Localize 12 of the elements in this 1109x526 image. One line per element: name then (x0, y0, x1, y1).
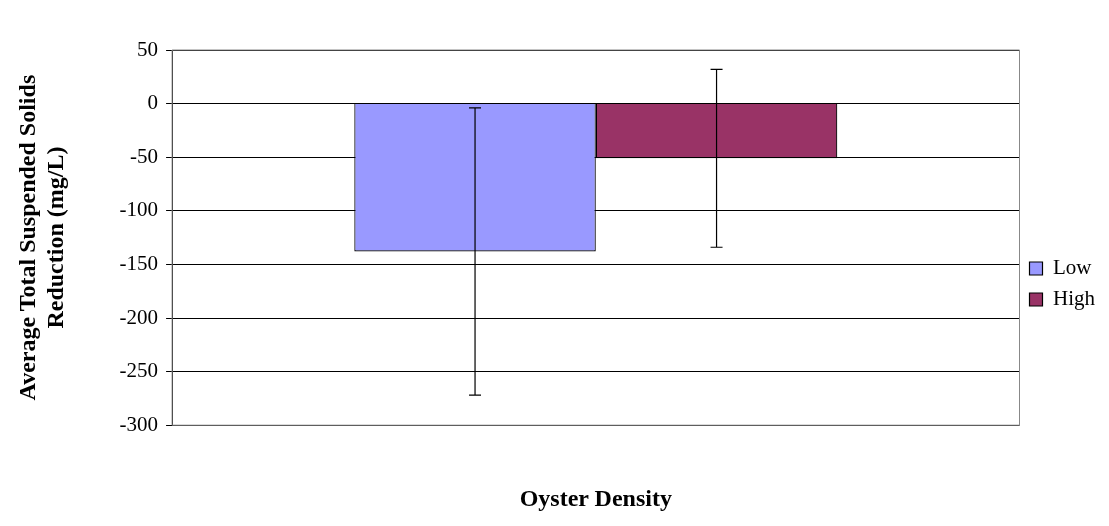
x-axis-title: Oyster Density (519, 484, 672, 511)
y-tick-label: -150 (119, 250, 159, 275)
y-axis-title: Average Total Suspended Solids Reduction (mg/L) (13, 74, 69, 401)
legend-label: Low (1053, 255, 1093, 280)
y-tick-label: -200 (119, 304, 159, 329)
y-tick-label: -250 (119, 358, 159, 383)
legend-label: High (1053, 286, 1096, 311)
y-tick-label: 0 (147, 90, 159, 115)
y-tick-label: -100 (119, 197, 159, 222)
y-tick-label: 50 (137, 36, 159, 61)
y-tick-label: -50 (130, 143, 159, 168)
y-tick-label: -300 (119, 411, 159, 436)
